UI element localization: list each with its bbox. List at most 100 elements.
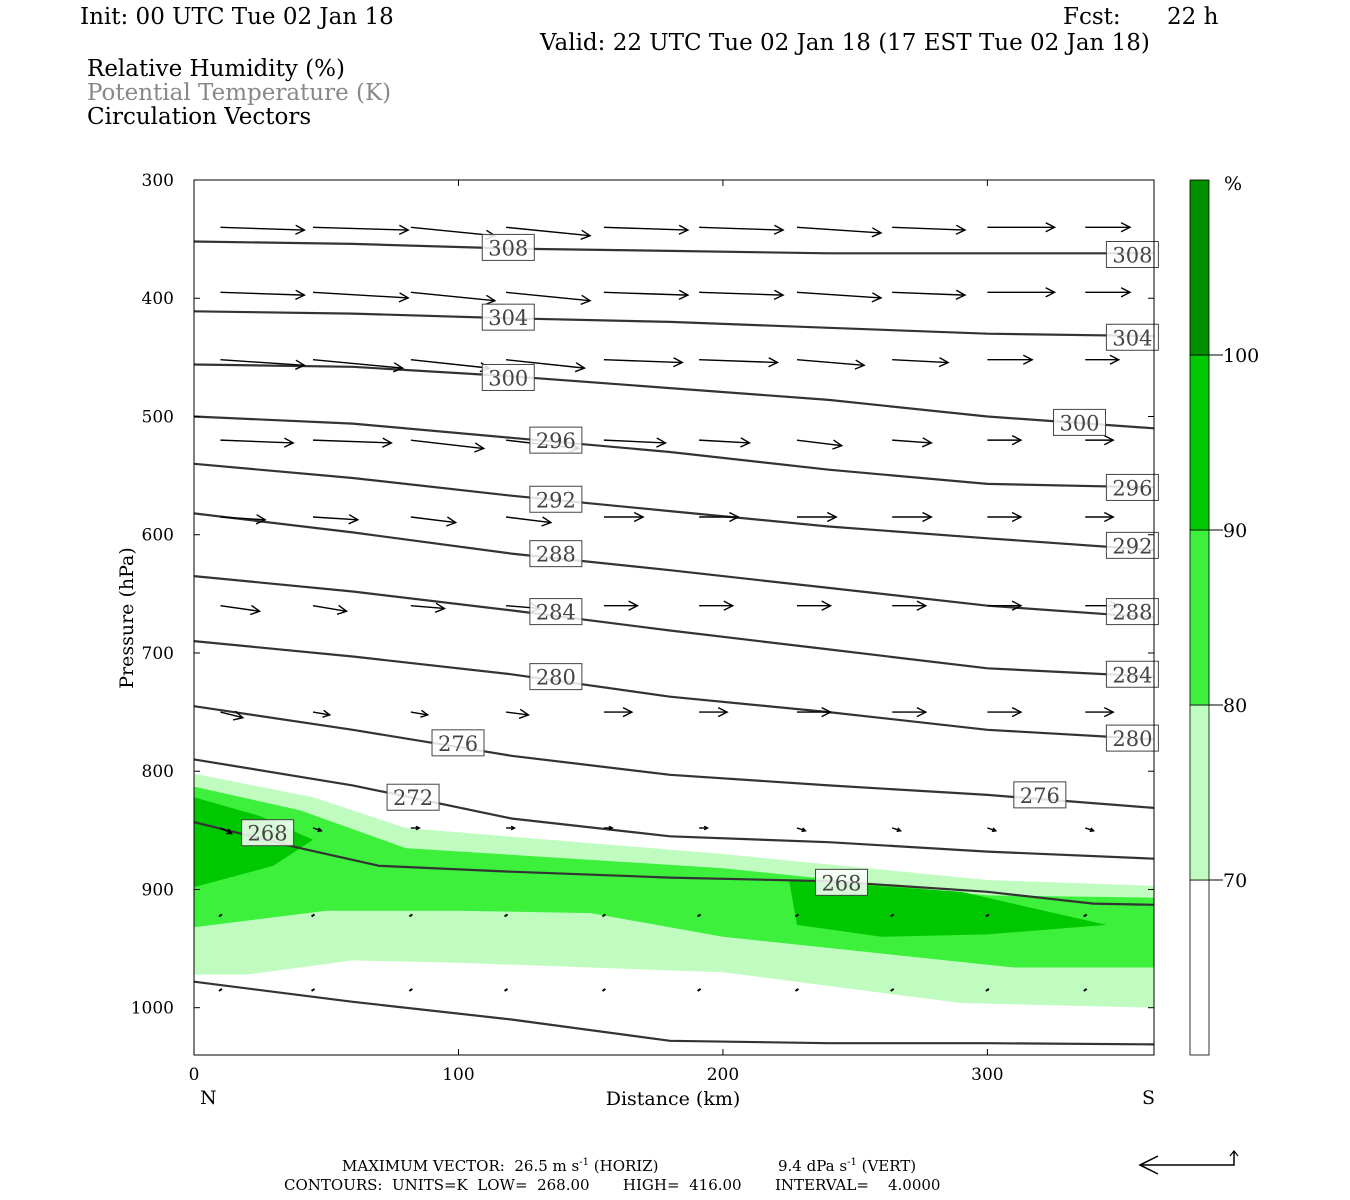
circulation-vector: [220, 437, 295, 448]
circulation-vector: [220, 604, 262, 616]
circulation-vector: [218, 988, 223, 992]
circulation-vector: [1085, 827, 1096, 833]
circulation-vector: [505, 359, 587, 373]
y-tick-label: 900: [142, 880, 174, 900]
colorbar-label: 70: [1223, 870, 1247, 892]
circulation-vector: [505, 516, 553, 527]
circulation-vector: [890, 913, 895, 918]
circulation-vector: [312, 224, 410, 236]
circulation-vector: [987, 511, 1023, 523]
circulation-vector: [410, 825, 421, 831]
circulation-vector: [1083, 988, 1088, 992]
theta-contour-292: [194, 462, 1154, 552]
circulation-vector: [796, 511, 838, 523]
x-tick-label: 200: [707, 1065, 739, 1085]
circulation-vector: [892, 356, 950, 368]
circulation-vector: [796, 827, 807, 833]
colorbar-label: 90: [1223, 520, 1247, 542]
svg-text:288: 288: [1112, 601, 1152, 625]
circulation-vector: [410, 709, 430, 718]
x-tick-label: 100: [442, 1065, 474, 1085]
svg-text:308: 308: [488, 236, 528, 260]
theta-contour-268: [194, 821, 1154, 906]
max-vector-horiz: 26.5 m s: [514, 1157, 580, 1175]
y-tick-label: 600: [142, 526, 174, 546]
colorbar-label: 80: [1223, 695, 1247, 717]
circulation-vector: [220, 710, 245, 721]
svg-text:296: 296: [1112, 476, 1152, 500]
circulation-vector: [312, 827, 323, 833]
circulation-vector: [699, 600, 735, 611]
circulation-vector: [1085, 434, 1115, 446]
theta-contour-288: [194, 512, 1154, 619]
circulation-vector: [603, 437, 668, 448]
circulation-vector: [987, 434, 1023, 446]
y-axis-title: Pressure (hPa): [116, 547, 138, 689]
circulation-vector: [603, 224, 690, 235]
theta-label: 284: [529, 598, 583, 626]
circulation-vector: [1085, 706, 1115, 718]
field-vectors: Circulation Vectors: [87, 104, 312, 130]
svg-text:292: 292: [536, 488, 576, 512]
y-tick-label: 700: [142, 644, 174, 664]
svg-text:288: 288: [536, 543, 576, 567]
circulation-vector: [220, 359, 306, 370]
theta-label: 304: [481, 303, 535, 331]
svg-text:300: 300: [1059, 411, 1099, 435]
svg-text:280: 280: [1112, 727, 1152, 751]
colorbar-swatch: [1189, 179, 1210, 356]
circulation-vector: [1083, 913, 1088, 918]
circulation-vector: [892, 706, 928, 718]
valid-time: Valid: 22 UTC Tue 02 Jan 18 (17 EST Tue …: [540, 30, 1150, 56]
horiz-tag: (HORIZ): [593, 1157, 659, 1175]
theta-contour-304: [194, 310, 1154, 338]
circulation-vector: [312, 514, 360, 525]
circulation-vector: [890, 988, 895, 992]
circulation-vector: [794, 988, 800, 992]
circulation-vector: [892, 224, 967, 235]
svg-text:276: 276: [1020, 784, 1060, 808]
theta-label: 300: [481, 363, 535, 391]
svg-text:276: 276: [438, 732, 478, 756]
circulation-vector: [699, 825, 710, 831]
circulation-vector: [603, 357, 684, 368]
theta-label: 292: [1105, 531, 1159, 559]
colorbar-unit: %: [1224, 173, 1242, 195]
circulation-vector: [987, 287, 1057, 298]
y-tick-label: 300: [142, 171, 174, 191]
circulation-vector: [796, 291, 883, 303]
svg-text:284: 284: [536, 601, 576, 625]
circulation-vector: [796, 439, 844, 450]
svg-text:304: 304: [488, 306, 528, 330]
forecast-hour: 22 h: [1167, 4, 1219, 30]
theta-label: 308: [1105, 240, 1159, 268]
circulation-vector: [892, 437, 933, 448]
svg-text:284: 284: [1112, 663, 1152, 687]
circulation-vector: [987, 706, 1023, 718]
circulation-vector: [1085, 287, 1132, 298]
circulation-vector: [312, 359, 405, 373]
south-label: S: [1142, 1087, 1155, 1109]
circulation-vector: [796, 226, 883, 238]
circulation-vector: [697, 988, 702, 992]
circulation-vector: [699, 224, 785, 235]
colorbar-swatch: [1189, 354, 1210, 531]
circulation-vector: [408, 988, 413, 992]
svg-text:296: 296: [536, 429, 576, 453]
max-vector-vertical: 9.4 dPa s-1 (VERT): [778, 1158, 916, 1174]
circulation-vector: [892, 600, 928, 611]
circulation-vector: [699, 511, 740, 523]
circulation-vector: [699, 437, 752, 448]
circulation-vector: [220, 224, 306, 235]
horiz-exponent: -1: [579, 1157, 589, 1168]
y-tick-label: 400: [142, 289, 174, 309]
colorbar-swatch: [1189, 704, 1210, 881]
theta-label: 268: [241, 819, 295, 847]
circulation-vector: [892, 511, 933, 523]
theta-label: 308: [481, 233, 535, 261]
circulation-vector: [987, 600, 1023, 611]
colorbar-swatch: [1189, 879, 1210, 1056]
svg-text:308: 308: [1112, 243, 1152, 267]
circulation-vector: [506, 825, 517, 831]
svg-text:304: 304: [1112, 326, 1152, 350]
